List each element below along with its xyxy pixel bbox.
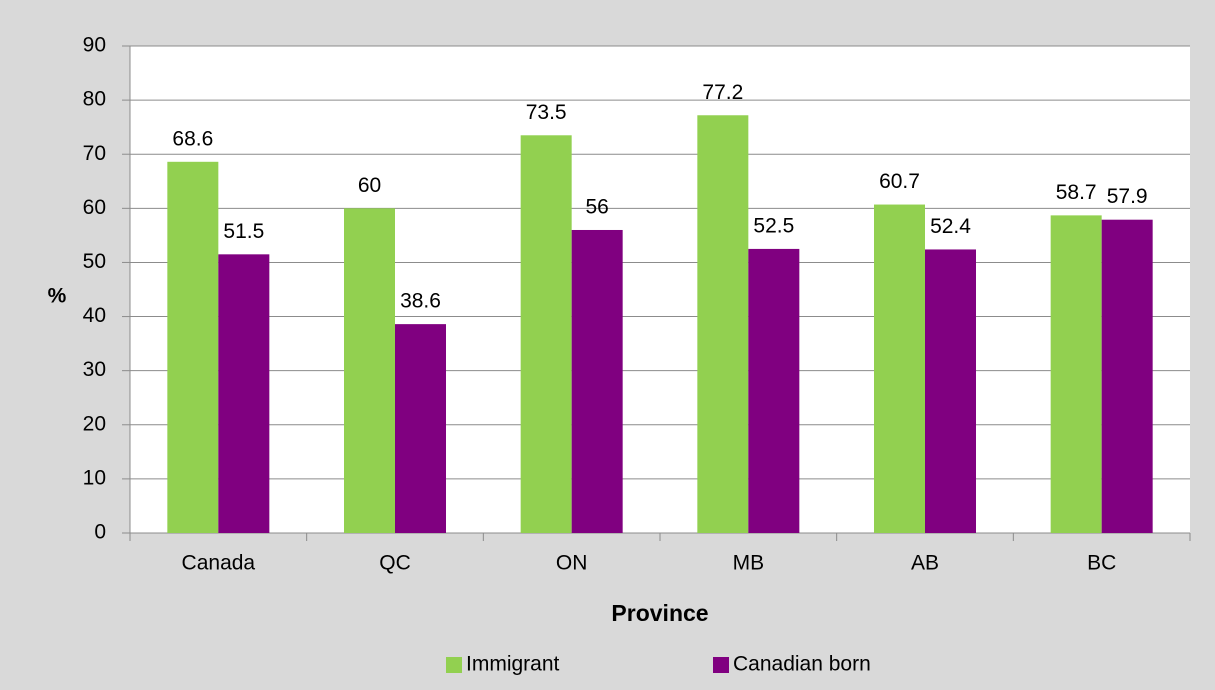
- y-axis-title: %: [48, 285, 67, 308]
- bar: [1101, 219, 1153, 534]
- legend-label: Canadian born: [733, 653, 871, 676]
- bar: [395, 324, 446, 533]
- x-tick-label: ON: [556, 552, 588, 575]
- legend-label: Immigrant: [466, 653, 560, 676]
- legend-swatch: [713, 657, 729, 673]
- data-label: 52.4: [930, 215, 971, 238]
- x-axis-title: Province: [611, 600, 708, 626]
- y-tick-label: 20: [83, 412, 106, 435]
- y-tick-label: 90: [83, 34, 106, 57]
- bar: [167, 161, 219, 533]
- data-label: 68.6: [172, 127, 213, 150]
- y-tick-label: 80: [83, 88, 106, 111]
- y-tick-label: 40: [83, 304, 106, 327]
- bar: [1050, 215, 1102, 533]
- plot-area: [130, 46, 1190, 533]
- data-label: 58.7: [1056, 181, 1097, 204]
- data-label: 73.5: [526, 101, 567, 124]
- y-tick-label: 30: [83, 358, 106, 381]
- data-label: 52.5: [753, 214, 794, 237]
- bar: [571, 229, 623, 533]
- x-tick-label: MB: [733, 552, 765, 575]
- legend-swatch: [446, 657, 462, 673]
- data-label: 60: [358, 174, 381, 197]
- data-label: 38.6: [400, 290, 441, 313]
- y-tick-label: 0: [94, 521, 106, 544]
- x-tick-label: QC: [379, 552, 411, 575]
- data-label: 51.5: [223, 220, 264, 243]
- x-tick-label: Canada: [182, 552, 256, 575]
- bar: [697, 115, 749, 534]
- bar: [520, 135, 572, 534]
- y-tick-label: 50: [83, 250, 106, 273]
- data-label: 77.2: [702, 81, 743, 104]
- bar: [748, 248, 800, 533]
- x-tick-label: BC: [1087, 552, 1116, 575]
- data-label: 57.9: [1107, 185, 1148, 208]
- bar: [925, 249, 976, 534]
- y-tick-label: 10: [83, 466, 106, 489]
- data-label: 60.7: [879, 170, 920, 193]
- y-tick-label: 60: [83, 196, 106, 219]
- x-tick-label: AB: [911, 552, 939, 575]
- bar: [344, 208, 395, 534]
- data-label: 56: [585, 196, 608, 219]
- bar: [874, 204, 925, 533]
- bar: [218, 254, 270, 534]
- y-tick-label: 70: [83, 142, 106, 165]
